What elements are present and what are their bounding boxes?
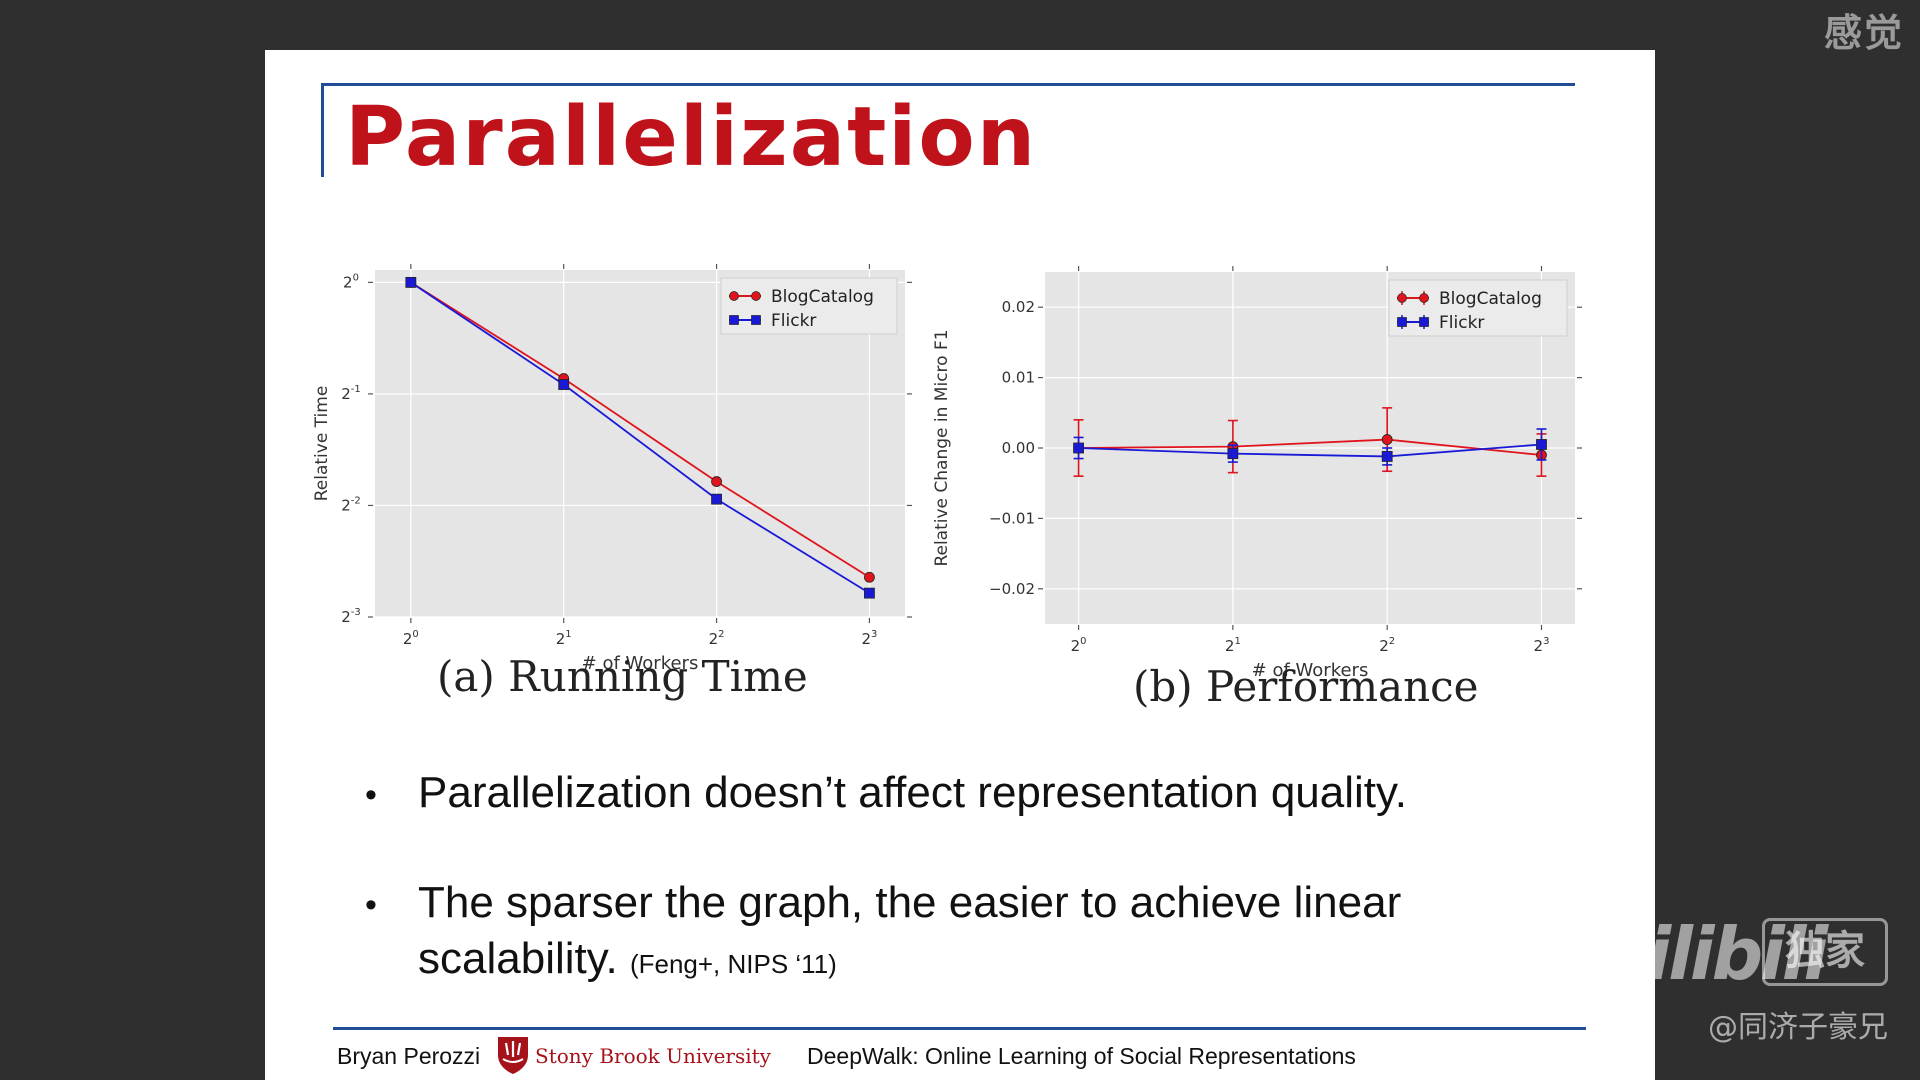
footer-divider (333, 1027, 1586, 1030)
data-point (558, 379, 570, 390)
caption-running-time: (a) Running Time (437, 652, 808, 701)
bullet-item-quality: Parallelization doesn’t affect represent… (365, 765, 1565, 823)
legend-label: Flickr (1439, 313, 1484, 333)
y-tick-label: −0.02 (989, 580, 1035, 598)
legend-marker (1397, 293, 1407, 303)
x-tick-label: 23 (861, 629, 877, 648)
legend-label: BlogCatalog (1439, 289, 1542, 309)
y-tick-label: 2-1 (341, 384, 361, 403)
bullet-item-scalability: The sparser the graph, the easier to ach… (365, 875, 1565, 992)
legend-marker (1419, 293, 1429, 303)
x-axis-label: # of Workers (582, 653, 699, 674)
legend-marker (751, 291, 761, 301)
legend-marker (1419, 317, 1429, 327)
series-line-blogcatalog (1078, 438, 1542, 456)
x-axis-label: # of Workers (1252, 660, 1369, 681)
y-tick-label: −0.01 (989, 509, 1035, 527)
title-frame-top-line (321, 83, 1575, 86)
legend-box (1388, 279, 1568, 337)
running-time-chart: 20 21 22 23 20 2-1 2-2 2-3 # of Workers Relative … (312, 264, 912, 674)
uploader-name: @同济子豪兄 (1708, 1010, 1888, 1045)
bullet-text: The sparser the graph, the easier to ach… (418, 878, 1402, 983)
y-tick-label: 2-3 (341, 607, 361, 626)
slide-title: Parallelization (345, 90, 1038, 185)
data-point (1381, 451, 1393, 462)
bullet-list: Parallelization doesn’t affect represent… (365, 765, 1565, 1046)
caption-performance: (b) Performance (1133, 662, 1479, 711)
exclusive-badge: 独家 (1762, 918, 1888, 986)
y-axis-label: Relative Time (312, 386, 332, 502)
performance-chart: 20 21 22 23 0.02 0.01 0.00 −0.01 −0.02 # of Worke… (932, 266, 1582, 681)
series-line-flickr (410, 281, 870, 594)
legend-marker (751, 315, 761, 325)
series-line-blogcatalog (410, 281, 870, 579)
legend-box (720, 277, 898, 335)
y-tick-label: 0.01 (1002, 369, 1035, 387)
bullet-reference: (Feng+, NIPS ‘11) (629, 949, 837, 979)
x-tick-label: 21 (1225, 636, 1241, 655)
legend-marker (729, 315, 739, 325)
data-point (405, 276, 417, 288)
bullet-text: Parallelization doesn’t affect represent… (418, 768, 1407, 817)
x-tick-label: 22 (709, 629, 725, 648)
legend-label: BlogCatalog (771, 287, 874, 307)
data-point (864, 571, 875, 583)
legend-label: Flickr (771, 311, 816, 331)
series-line-flickr (1078, 443, 1542, 458)
x-tick-label: 20 (403, 629, 419, 648)
x-tick-label: 20 (1071, 636, 1087, 655)
data-point (711, 476, 722, 487)
y-tick-label: 20 (343, 272, 359, 291)
data-point (1536, 439, 1547, 450)
y-tick-label: 0.00 (1002, 439, 1035, 457)
data-point (864, 587, 875, 599)
data-point (1227, 448, 1239, 460)
slide: Parallelization 20 21 22 23 20 2-1 2-2 2-3 # of … (265, 50, 1655, 1080)
university-suffix: University (666, 1044, 771, 1068)
y-tick-label: 2-2 (341, 495, 361, 514)
data-point (1381, 434, 1393, 445)
x-tick-label: 23 (1534, 636, 1550, 655)
legend-marker (1397, 317, 1407, 327)
corner-overlay-text: 感觉 (1824, 11, 1905, 50)
y-axis-label: Relative Change in Micro F1 (932, 329, 952, 566)
university-shield-icon (498, 1037, 528, 1074)
footer-paper-title: DeepWalk: Online Learning of Social Repr… (807, 1043, 1356, 1069)
x-tick-label: 21 (556, 629, 572, 648)
y-tick-label: 0.02 (1002, 298, 1035, 316)
data-point (711, 493, 722, 505)
footer-university: Stony Brook University (535, 1044, 771, 1068)
x-tick-label: 22 (1379, 636, 1395, 655)
legend-marker (729, 291, 739, 301)
footer-author: Bryan Perozzi (337, 1043, 481, 1069)
title-frame-left-line (321, 83, 324, 177)
bilibili-logo: bilibili (1598, 912, 1828, 996)
university-name: Stony Brook (535, 1044, 660, 1068)
data-point (1073, 442, 1084, 454)
